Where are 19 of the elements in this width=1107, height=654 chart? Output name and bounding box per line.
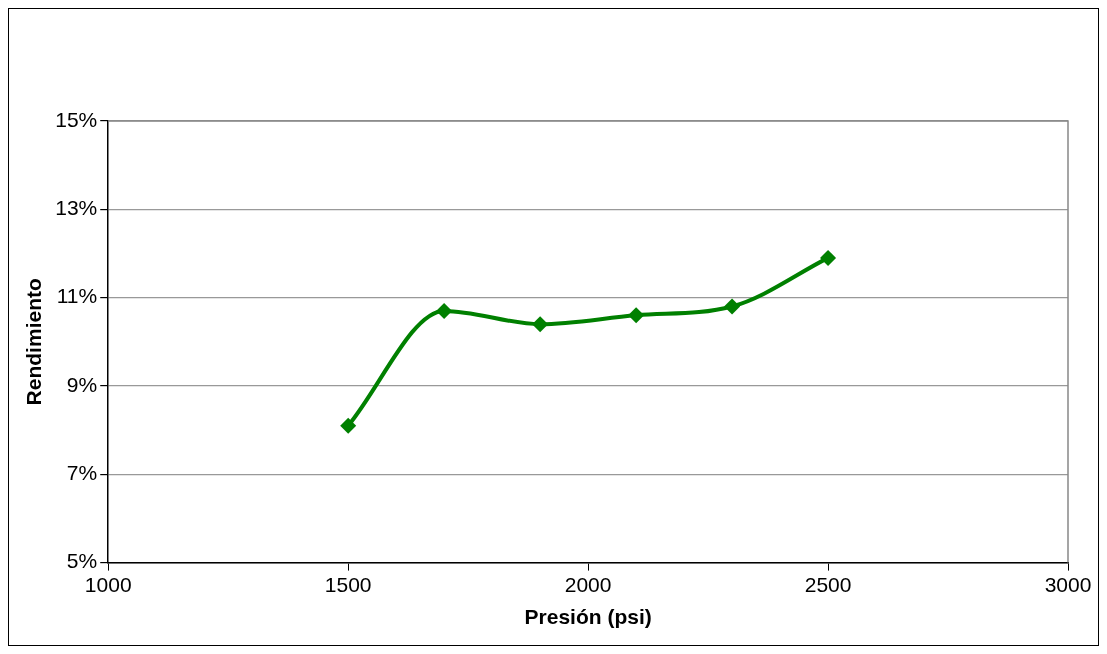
y-tick-label: 7% [66,461,98,485]
y-tick-label: 11% [56,284,98,308]
y-tick-label: 13% [55,196,98,220]
x-tick-label: 1500 [324,573,372,596]
point [436,302,453,319]
y-axis-title: Rendimiento [22,278,46,406]
x-tick-label: 1000 [84,573,132,596]
point [724,298,741,315]
y-tick-label: 5% [66,549,98,573]
y-tick-label: 9% [66,372,98,396]
x-axis-title: Presión (psi) [524,605,652,629]
point [340,417,357,434]
point [532,316,549,333]
y-tick-label: 15% [55,107,98,131]
x-tick-label: 2500 [804,573,852,596]
x-tick-label: 3000 [1044,573,1092,596]
point [820,249,837,266]
point [628,307,645,324]
x-tick-label: 2000 [564,573,612,596]
